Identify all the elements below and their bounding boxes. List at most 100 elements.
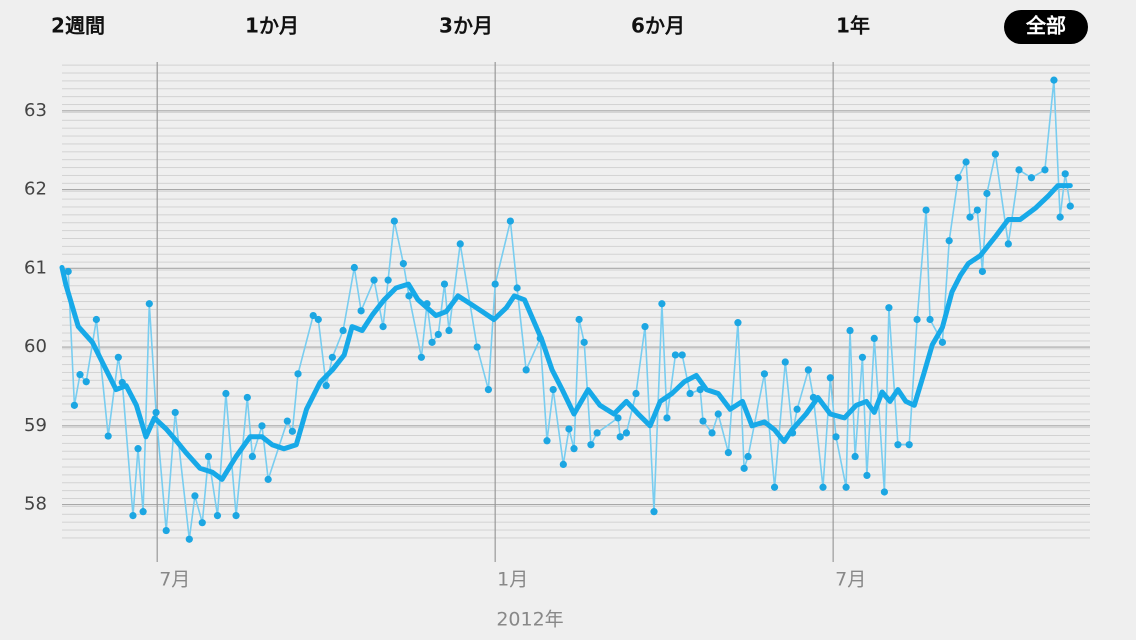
data-point	[379, 322, 387, 331]
data-point	[880, 488, 889, 496]
data-point	[724, 448, 732, 457]
data-point	[322, 382, 330, 390]
y-tick-label: 60	[24, 336, 47, 357]
y-tick-label: 61	[24, 257, 47, 278]
data-point	[793, 405, 801, 413]
data-point	[851, 452, 859, 461]
data-point	[64, 267, 72, 276]
tab[interactable]: 全部	[1004, 10, 1088, 44]
data-point	[686, 389, 694, 398]
data-point	[264, 475, 272, 483]
data-point	[983, 189, 991, 198]
data-point	[714, 410, 722, 418]
data-point	[1041, 166, 1049, 174]
data-point	[440, 280, 449, 288]
data-point	[991, 150, 999, 158]
data-point	[846, 326, 854, 335]
data-point	[129, 511, 137, 520]
data-point	[614, 414, 622, 422]
data-point	[70, 401, 78, 409]
y-tick-label: 62	[24, 179, 47, 200]
tab[interactable]: 2週間	[51, 14, 105, 38]
data-point	[171, 408, 179, 417]
data-point	[213, 511, 222, 520]
data-point	[248, 452, 256, 461]
data-point	[962, 158, 970, 166]
data-point	[1056, 213, 1064, 221]
data-point	[926, 315, 934, 324]
data-point	[650, 508, 658, 516]
data-point	[885, 304, 893, 312]
x-axis-label: 2012年	[496, 609, 563, 631]
data-point	[522, 366, 530, 374]
data-point	[663, 414, 671, 422]
average-line	[59, 183, 1073, 482]
tab-label: 全部	[1025, 14, 1066, 38]
tab-label: 2週間	[51, 14, 105, 38]
data-point	[699, 417, 707, 425]
x-tick-label: 7月	[159, 569, 190, 591]
data-point	[370, 276, 378, 284]
y-tick-label: 59	[24, 415, 47, 436]
data-point	[82, 378, 90, 386]
data-point	[740, 464, 748, 472]
tab[interactable]: 3か月	[439, 14, 493, 38]
data-point	[863, 471, 871, 480]
y-tick-label: 58	[24, 494, 47, 515]
data-point	[152, 408, 160, 417]
data-point	[222, 389, 230, 398]
data-point	[92, 315, 100, 324]
data-point	[1004, 240, 1012, 248]
data-point	[139, 508, 147, 516]
data-point	[328, 353, 336, 361]
x-tick-label: 1月	[497, 569, 528, 591]
data-point	[484, 385, 493, 394]
data-point	[696, 385, 704, 394]
data-point	[744, 452, 752, 461]
data-point	[580, 338, 588, 346]
data-point	[678, 351, 686, 359]
minor-grid	[62, 62, 1090, 540]
data-point	[945, 237, 953, 245]
data-line	[67, 79, 1072, 540]
data-point	[357, 307, 365, 315]
data-point	[826, 374, 834, 382]
tab[interactable]: 1か月	[245, 14, 299, 38]
data-point	[905, 441, 913, 449]
data-point	[543, 437, 551, 445]
data-point	[570, 445, 578, 453]
data-point	[445, 326, 453, 335]
tab-highlight	[1004, 10, 1088, 44]
data-point	[954, 174, 962, 182]
data-point	[243, 393, 251, 402]
data-point	[641, 322, 649, 331]
data-point	[622, 429, 631, 437]
data-point	[258, 422, 266, 430]
data-point	[559, 460, 567, 469]
data-point	[770, 483, 779, 491]
data-point	[938, 338, 947, 346]
data-point	[434, 330, 442, 339]
data-point	[134, 445, 142, 453]
data-point	[384, 276, 392, 284]
data-point	[734, 319, 742, 327]
tab[interactable]: 6か月	[631, 14, 685, 38]
data-point	[593, 429, 601, 437]
data-point	[1050, 76, 1058, 84]
data-point	[513, 284, 521, 292]
tab[interactable]: 1年	[836, 14, 870, 38]
data-point	[1061, 170, 1069, 178]
data-point	[288, 427, 296, 435]
data-point	[339, 326, 347, 335]
tab-label: 1か月	[245, 14, 299, 38]
data-point	[104, 432, 112, 440]
data-point	[575, 315, 583, 324]
data-point	[1027, 174, 1036, 182]
data-point	[232, 511, 240, 520]
data-point	[870, 334, 878, 343]
data-point	[390, 217, 398, 225]
data-point	[922, 206, 930, 214]
data-point	[198, 519, 206, 527]
data-point	[350, 263, 358, 272]
data-point	[405, 292, 413, 300]
